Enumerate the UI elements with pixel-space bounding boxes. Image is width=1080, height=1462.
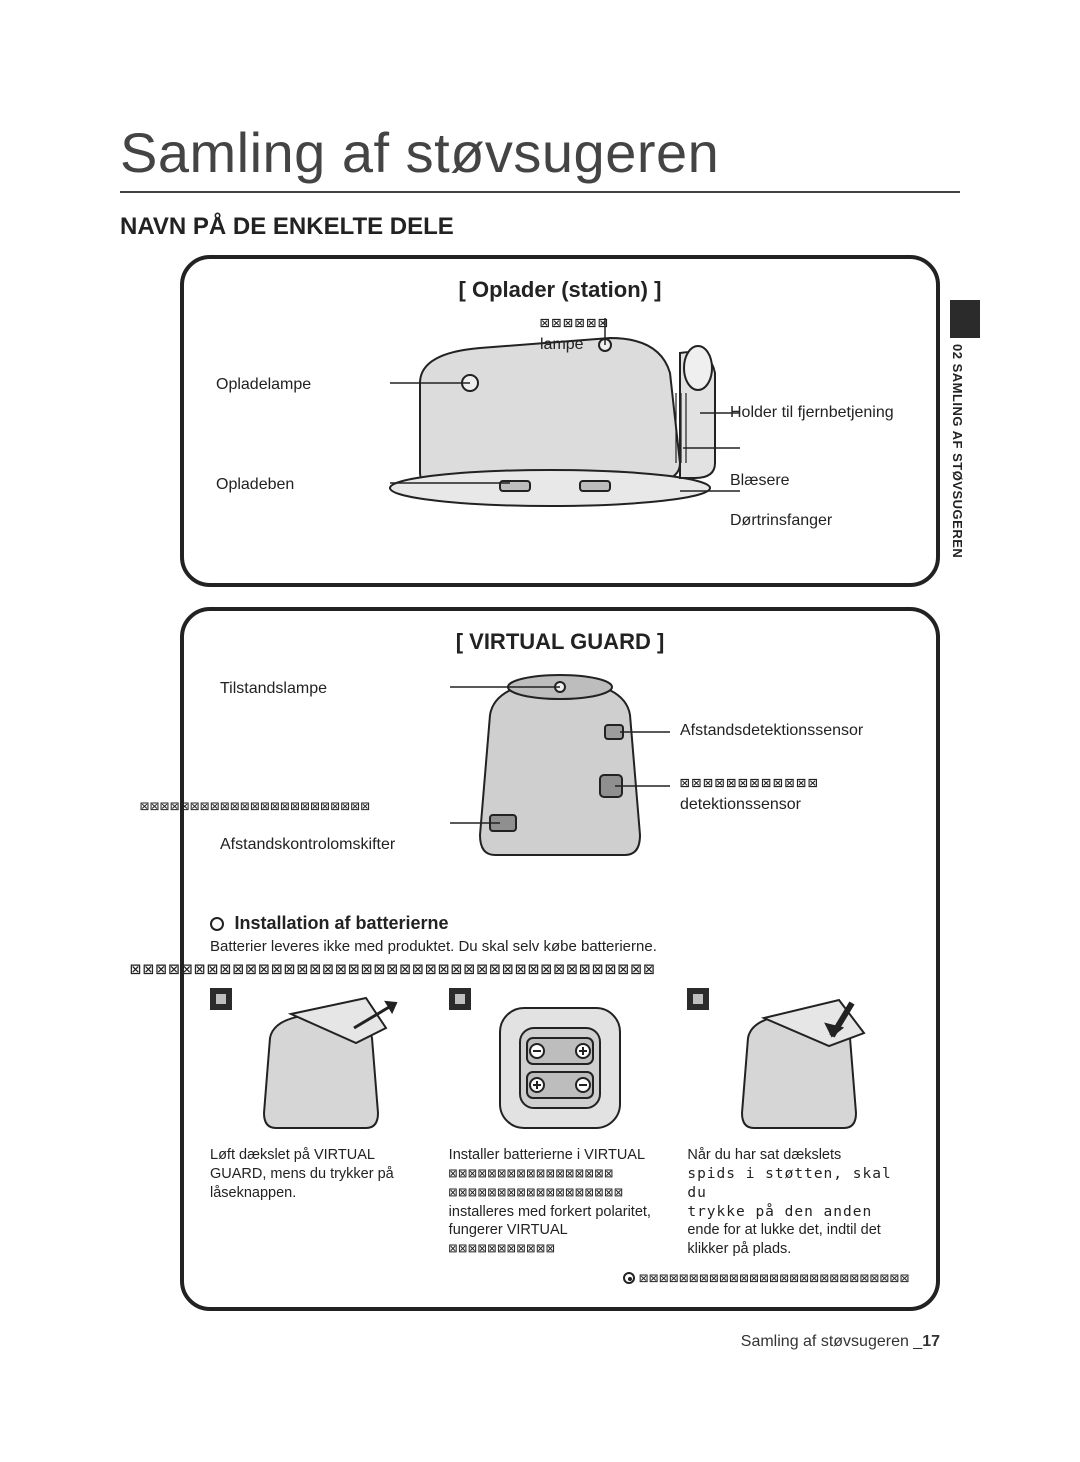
battery-heading-marker — [210, 917, 224, 931]
label-afstandskontrol: Afstandskontrolomskifter — [220, 835, 395, 855]
battery-note: Batterier leveres ikke med produktet. Du… — [210, 938, 910, 955]
page-footer: Samling af støvsugeren _17 — [120, 1333, 940, 1351]
step2-illustration — [475, 988, 645, 1138]
chapter-tab-marker — [950, 300, 980, 338]
label-blaesere: Blæsere — [730, 471, 790, 491]
chapter-tab: 02 SAMLING AF STØVSUGEREN — [950, 300, 980, 600]
label-doertrin: Dørtrinsfanger — [730, 511, 832, 531]
panel-vg-heading: [ VIRTUAL GUARD ] — [210, 629, 910, 655]
label-holder: Holder til fjernbetjening — [730, 403, 900, 423]
step2-caption: Installer batterierne i VIRTUAL ⊠⊠⊠⊠⊠⊠⊠⊠… — [449, 1146, 672, 1259]
battery-step-2: Installer batterierne i VIRTUAL ⊠⊠⊠⊠⊠⊠⊠⊠… — [449, 988, 672, 1259]
label-afstandssensor: Afstandsdetektionssensor — [680, 721, 863, 741]
vg-illustration — [450, 665, 670, 875]
step3-caption: Når du har sat dækslets spids i støtten,… — [687, 1146, 910, 1259]
label-opladeben: Opladeben — [216, 475, 294, 495]
battery-placeholder-row: ⊠⊠⊠⊠⊠⊠⊠⊠⊠⊠⊠⊠⊠⊠⊠⊠⊠⊠⊠⊠⊠⊠⊠⊠⊠⊠⊠⊠⊠⊠⊠⊠⊠⊠⊠⊠⊠⊠⊠⊠… — [130, 959, 910, 980]
step1-caption: Løft dækslet på VIRTUAL GUARD, mens du t… — [210, 1146, 433, 1203]
charger-diagram: Opladelampe Opladeben ⊠⊠⊠⊠⊠⊠ lampe Holde… — [210, 313, 910, 563]
panel-charger: [ Oplader (station) ] — [180, 255, 940, 587]
battery-step-1: Løft dækslet på VIRTUAL GUARD, mens du t… — [210, 988, 433, 1259]
battery-section: Installation af batterierne Batterier le… — [210, 913, 910, 1287]
panel-charger-heading: [ Oplader (station) ] — [210, 277, 910, 303]
step1-illustration — [236, 988, 406, 1138]
label-lampe: lampe — [540, 335, 584, 355]
label-tilstandslampe: Tilstandslampe — [220, 679, 327, 699]
page-title: Samling af støvsugeren — [120, 120, 960, 193]
label-ph-right: ⊠⊠⊠⊠⊠⊠⊠⊠⊠⊠⊠⊠ — [680, 773, 820, 793]
step3-illustration — [714, 988, 884, 1138]
label-detektionssensor: detektionssensor — [680, 795, 801, 815]
vg-diagram: Tilstandslampe Afstandsdetektionssensor … — [210, 665, 910, 895]
panel-virtual-guard: [ VIRTUAL GUARD ] Tilstandslampe Afstand… — [180, 607, 940, 1311]
battery-steps: Løft dækslet på VIRTUAL GUARD, mens du t… — [210, 988, 910, 1259]
battery-step-3: Når du har sat dækslets spids i støtten,… — [687, 988, 910, 1259]
step-number-icon — [210, 988, 232, 1010]
label-ph-left: ⊠⊠⊠⊠⊠⊠⊠⊠⊠⊠⊠⊠⊠⊠⊠⊠⊠⊠⊠⊠⊠⊠⊠ — [140, 797, 371, 816]
label-opladelampe: Opladelampe — [216, 375, 311, 395]
footnote-bullet-icon — [623, 1272, 635, 1284]
battery-heading-row: Installation af batterierne — [210, 913, 910, 934]
step-number-icon — [449, 988, 471, 1010]
chapter-tab-label: 02 SAMLING AF STØVSUGEREN — [950, 338, 965, 558]
section-heading: NAVN PÅ DE ENKELTE DELE — [120, 213, 960, 241]
label-lampe-placeholder: ⊠⊠⊠⊠⊠⊠ — [540, 313, 610, 333]
step-number-icon — [687, 988, 709, 1010]
battery-heading: Installation af batterierne — [234, 913, 448, 933]
panel-footnote: ⊠⊠⊠⊠⊠⊠⊠⊠⊠⊠⊠⊠⊠⊠⊠⊠⊠⊠⊠⊠⊠⊠⊠⊠⊠⊠⊠ — [210, 1269, 910, 1287]
